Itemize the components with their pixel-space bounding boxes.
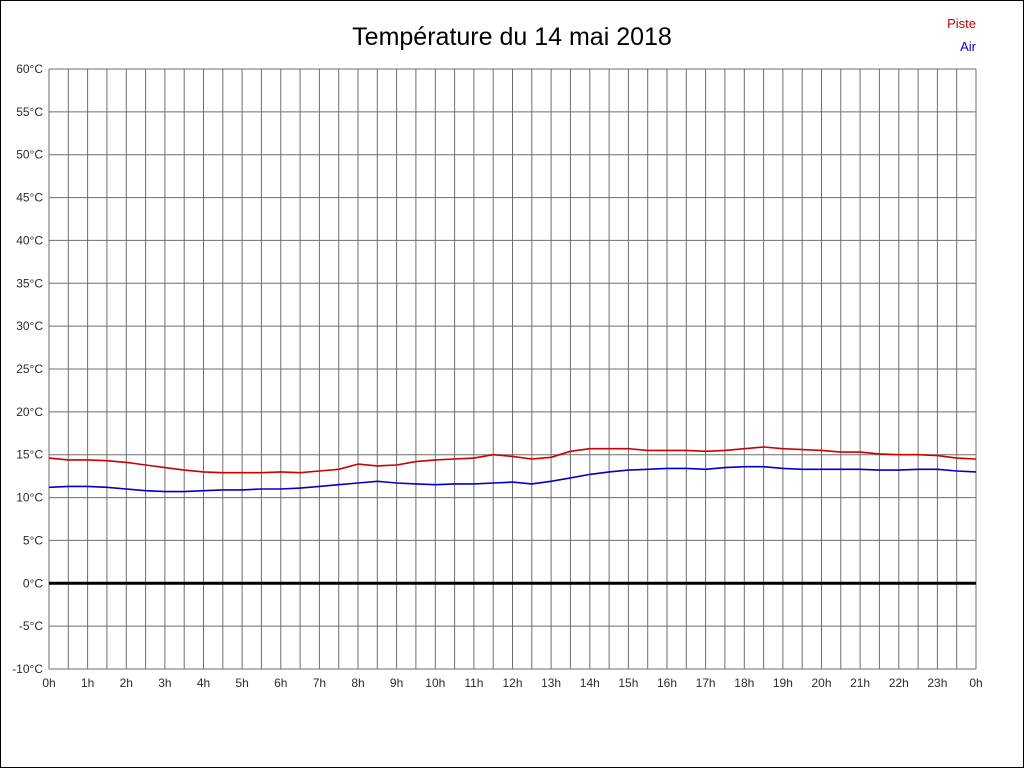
- svg-text:30°C: 30°C: [16, 319, 43, 333]
- svg-text:40°C: 40°C: [16, 233, 43, 247]
- svg-text:15°C: 15°C: [16, 448, 43, 462]
- svg-text:-10°C: -10°C: [12, 662, 43, 676]
- svg-text:20h: 20h: [811, 676, 831, 690]
- svg-text:22h: 22h: [889, 676, 909, 690]
- svg-text:35°C: 35°C: [16, 276, 43, 290]
- svg-text:4h: 4h: [197, 676, 210, 690]
- svg-text:15h: 15h: [618, 676, 638, 690]
- legend-air: Air: [960, 39, 976, 54]
- svg-text:45°C: 45°C: [16, 191, 43, 205]
- svg-text:50°C: 50°C: [16, 148, 43, 162]
- svg-text:17h: 17h: [696, 676, 716, 690]
- svg-text:13h: 13h: [541, 676, 561, 690]
- svg-text:12h: 12h: [502, 676, 522, 690]
- svg-text:20°C: 20°C: [16, 405, 43, 419]
- svg-text:8h: 8h: [351, 676, 364, 690]
- chart-legend: Piste Air: [947, 12, 976, 58]
- svg-text:9h: 9h: [390, 676, 403, 690]
- svg-text:3h: 3h: [158, 676, 171, 690]
- svg-text:16h: 16h: [657, 676, 677, 690]
- svg-text:10h: 10h: [425, 676, 445, 690]
- svg-text:18h: 18h: [734, 676, 754, 690]
- svg-text:-5°C: -5°C: [19, 619, 43, 633]
- svg-text:21h: 21h: [850, 676, 870, 690]
- svg-text:2h: 2h: [120, 676, 133, 690]
- svg-text:25°C: 25°C: [16, 362, 43, 376]
- svg-text:5h: 5h: [235, 676, 248, 690]
- svg-text:0h: 0h: [42, 676, 55, 690]
- svg-text:14h: 14h: [580, 676, 600, 690]
- svg-text:60°C: 60°C: [16, 62, 43, 76]
- svg-text:11h: 11h: [464, 676, 483, 690]
- svg-text:19h: 19h: [773, 676, 793, 690]
- svg-text:0°C: 0°C: [23, 576, 43, 590]
- svg-text:5°C: 5°C: [23, 533, 43, 547]
- svg-text:6h: 6h: [274, 676, 287, 690]
- legend-piste: Piste: [947, 16, 976, 31]
- svg-text:0h: 0h: [969, 676, 982, 690]
- svg-text:55°C: 55°C: [16, 105, 43, 119]
- svg-text:1h: 1h: [81, 676, 94, 690]
- svg-text:10°C: 10°C: [16, 491, 43, 505]
- svg-text:23h: 23h: [927, 676, 947, 690]
- svg-text:7h: 7h: [313, 676, 326, 690]
- chart-title: Température du 14 mai 2018: [352, 23, 672, 51]
